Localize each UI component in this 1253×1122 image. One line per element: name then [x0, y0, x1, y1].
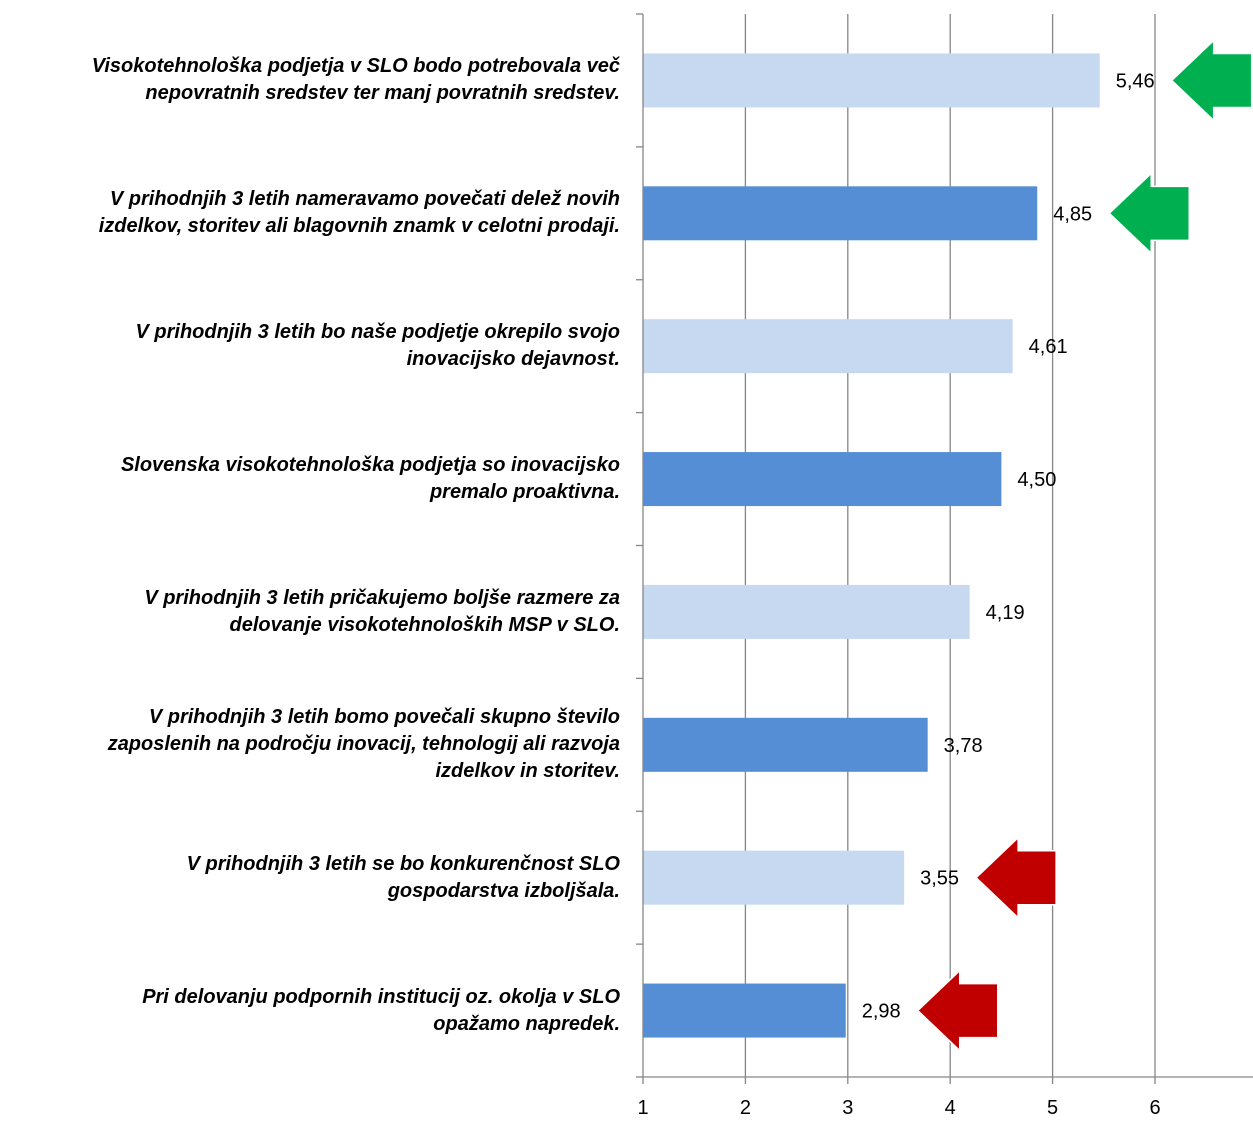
- value-label-1: 4,85: [1053, 203, 1092, 225]
- category-label-line: opažamo napredek.: [433, 1012, 620, 1035]
- axes: [636, 13, 1253, 1084]
- category-label-line: delovanje visokotehnoloških MSP v SLO.: [229, 613, 620, 636]
- bar-3: [643, 452, 1002, 507]
- category-label-2: V prihodnjih 3 letih bo naše podjetje ok…: [0, 296, 620, 396]
- value-label-7: 2,98: [862, 1001, 901, 1023]
- category-label-line: Pri delovanju podpornih institucij oz. o…: [142, 985, 620, 1008]
- value-label-5: 3,78: [944, 735, 983, 757]
- category-label-line: V prihodnjih 3 letih pričakujemo boljše …: [144, 586, 620, 609]
- category-label-line: Slovenska visokotehnološka podjetja so i…: [120, 454, 620, 477]
- category-label-line: V prihodnjih 3 letih bomo povečali skupn…: [148, 706, 620, 729]
- arrow-marker-0: [1170, 38, 1253, 123]
- x-tick-labels: 1 2 3 4 5 6: [637, 1097, 1160, 1119]
- arrow-marker-6: [975, 835, 1057, 920]
- value-label-0: 5,46: [1116, 70, 1155, 92]
- value-label-4: 4,19: [986, 602, 1025, 624]
- category-label-line: gospodarstva izboljšala.: [387, 879, 620, 902]
- bar-1: [643, 186, 1038, 241]
- bar-4: [643, 584, 970, 639]
- category-label-3: Slovenska visokotehnološka podjetja so i…: [0, 429, 620, 529]
- category-label-5: V prihodnjih 3 letih bomo povečali skupn…: [0, 695, 620, 795]
- x-tick-label: 1: [637, 1097, 648, 1119]
- value-label-6: 3,55: [920, 868, 959, 890]
- bar-0: [643, 53, 1100, 108]
- value-label-2: 4,61: [1029, 336, 1068, 358]
- category-label-line: premalo proaktivna.: [429, 481, 620, 504]
- arrow-marker-1: [1108, 171, 1190, 256]
- x-tick-label: 4: [945, 1097, 956, 1119]
- category-label-line: nepovratnih sredstev ter manj povratnih …: [145, 82, 620, 105]
- category-label-6: V prihodnjih 3 letih se bo konkurenčnost…: [0, 828, 620, 928]
- x-tick-label: 6: [1149, 1097, 1160, 1119]
- category-label-line: izdelkov in storitev.: [435, 760, 620, 783]
- x-tick-label: 5: [1047, 1097, 1058, 1119]
- category-label-line: Visokotehnološka podjetja v SLO bodo pot…: [91, 55, 620, 78]
- arrow-markers: [916, 38, 1253, 1053]
- category-label-line: V prihodnjih 3 letih se bo konkurenčnost…: [186, 852, 620, 875]
- value-labels: 5,46 4,85 4,61 4,50 4,19 3,78 3,55 2,98: [862, 70, 1155, 1022]
- category-label-line: V prihodnjih 3 letih nameravamo povečati…: [109, 188, 620, 211]
- category-label-line: inovacijsko dejavnost.: [406, 348, 620, 371]
- category-label-7: Pri delovanju podpornih institucij oz. o…: [0, 961, 620, 1061]
- value-label-3: 4,50: [1017, 469, 1056, 491]
- grid-lines: [744, 14, 1156, 1077]
- bar-6: [643, 850, 905, 905]
- x-tick-label: 2: [740, 1097, 751, 1119]
- category-label-1: V prihodnjih 3 letih nameravamo povečati…: [0, 163, 620, 263]
- category-label-line: V prihodnjih 3 letih bo naše podjetje ok…: [135, 321, 620, 344]
- bar-2: [643, 319, 1013, 374]
- category-label-0: Visokotehnološka podjetja v SLO bodo pot…: [0, 30, 620, 130]
- bar-5: [643, 717, 928, 772]
- x-tick-label: 3: [842, 1097, 853, 1119]
- arrow-marker-7: [916, 968, 999, 1053]
- category-label-4: V prihodnjih 3 letih pričakujemo boljše …: [0, 562, 620, 662]
- bar-7: [643, 983, 846, 1038]
- category-label-line: izdelkov, storitev ali blagovnih znamk v…: [98, 215, 620, 238]
- category-label-line: zaposlenih na področju inovacij, tehnolo…: [107, 733, 620, 756]
- bars: [643, 53, 1100, 1038]
